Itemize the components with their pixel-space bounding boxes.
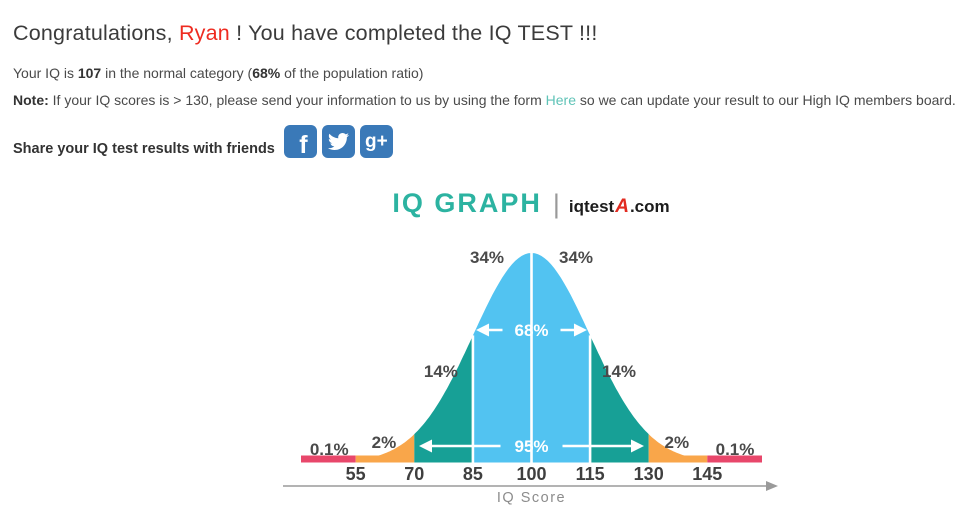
result-prefix: Your IQ is bbox=[13, 65, 78, 81]
population-percent: 68% bbox=[252, 65, 281, 81]
share-label: Share your IQ test results with friends bbox=[13, 141, 275, 157]
annotation-34%: 34% bbox=[470, 248, 504, 267]
x-tick-115: 115 bbox=[576, 464, 605, 484]
result-line: Your IQ is 107 in the normal category (6… bbox=[13, 65, 980, 81]
twitter-share-button[interactable] bbox=[321, 125, 355, 158]
twitter-icon bbox=[327, 131, 349, 152]
page-title: Congratulations, Ryan ! You have complet… bbox=[0, 0, 980, 46]
result-suffix: of the population ratio) bbox=[280, 65, 424, 81]
annotation-95%: 95% bbox=[514, 437, 548, 456]
graph-title-text: IQ GRAPH bbox=[392, 188, 542, 218]
brand-pre: iqtest bbox=[568, 197, 615, 216]
x-axis-label: IQ Score bbox=[497, 490, 566, 506]
iq-score-value: 107 bbox=[77, 65, 102, 81]
x-tick-130: 130 bbox=[634, 464, 664, 484]
note-line: Note: If your IQ scores is > 130, please… bbox=[13, 92, 980, 108]
x-tick-70: 70 bbox=[404, 464, 424, 484]
band-14%-teal bbox=[414, 335, 473, 463]
brand-name: iqtestA.com bbox=[569, 196, 670, 218]
x-tick-100: 100 bbox=[516, 464, 546, 484]
annotation-14%: 14% bbox=[424, 362, 458, 381]
social-icons: f g+ bbox=[283, 125, 393, 159]
note-label: Note: bbox=[13, 92, 49, 108]
note-text-before: If your IQ scores is > 130, please send … bbox=[48, 92, 546, 108]
band-68%-blue bbox=[472, 253, 591, 463]
annotation-0.1%: 0.1% bbox=[310, 440, 349, 459]
arrowhead-right bbox=[573, 323, 587, 337]
share-row: Share your IQ test results with friends … bbox=[13, 125, 980, 158]
facebook-icon: f bbox=[299, 130, 308, 159]
band-14%-teal bbox=[590, 335, 649, 463]
congrats-prefix: Congratulations, bbox=[13, 21, 179, 45]
facebook-share-button[interactable]: f bbox=[283, 125, 317, 159]
brand-post: .com bbox=[629, 197, 670, 216]
annotation-68%: 68% bbox=[514, 321, 548, 340]
arrowhead-left bbox=[419, 439, 433, 453]
brand-a: A bbox=[615, 196, 629, 217]
band-0.1%-crimson bbox=[301, 455, 356, 463]
google-plus-icon: g+ bbox=[365, 130, 388, 152]
band-2%-orange bbox=[355, 434, 415, 463]
annotation-2%: 2% bbox=[665, 433, 690, 452]
graph-title: IQ GRAPH | iqtestA.com bbox=[392, 188, 669, 219]
annotation-2%: 2% bbox=[372, 433, 397, 452]
title-separator: | bbox=[552, 189, 560, 219]
band-2%-orange bbox=[648, 434, 708, 463]
result-middle: in the normal category ( bbox=[101, 65, 253, 81]
band-0.1%-crimson bbox=[707, 455, 762, 463]
arrowhead-left bbox=[476, 323, 490, 337]
note-text-after: so we can update your result to our High… bbox=[576, 92, 956, 108]
annotation-14%: 14% bbox=[602, 362, 636, 381]
congrats-suffix: ! You have completed the IQ TEST !!! bbox=[229, 21, 598, 45]
annotation-34%: 34% bbox=[559, 248, 593, 267]
x-tick-55: 55 bbox=[346, 464, 366, 484]
x-axis-arrowhead bbox=[766, 481, 778, 491]
arrowhead-right bbox=[630, 439, 644, 453]
user-name: Ryan bbox=[178, 21, 230, 45]
x-tick-145: 145 bbox=[692, 464, 722, 484]
x-tick-85: 85 bbox=[463, 464, 483, 484]
google-plus-share-button[interactable]: g+ bbox=[359, 125, 393, 158]
here-link[interactable]: Here bbox=[545, 92, 576, 108]
annotation-0.1%: 0.1% bbox=[716, 440, 755, 459]
